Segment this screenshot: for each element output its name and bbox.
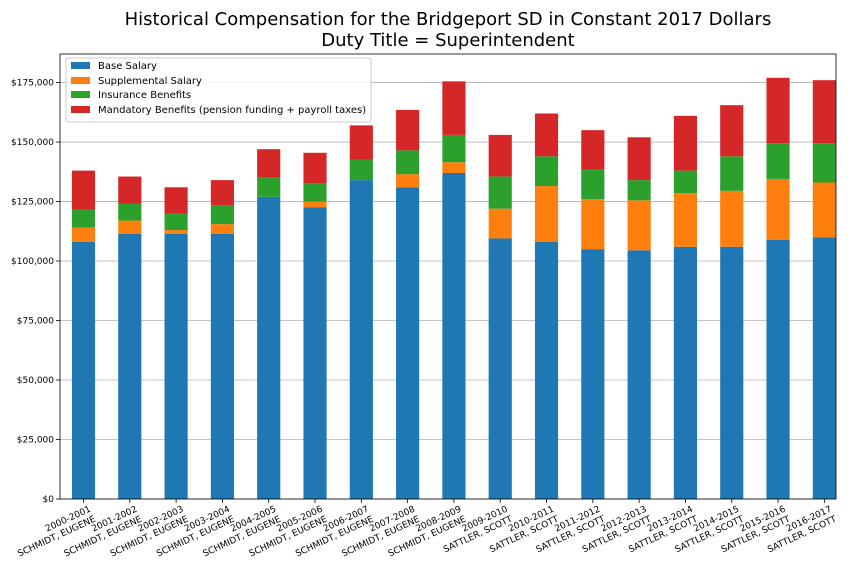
- bar-insurance-benefits: [766, 143, 790, 179]
- bar-mandatory-benefits: [812, 80, 836, 144]
- x-tick-label-text: 2000-2001SCHMIDT, EUGENE: [12, 505, 98, 560]
- bar-base-salary: [303, 207, 327, 499]
- plot-frame: [59, 53, 837, 500]
- bar-insurance-benefits: [442, 134, 466, 163]
- bar-base-salary: [118, 233, 142, 499]
- bar-supplemental-salary: [673, 193, 698, 247]
- bar-insurance-benefits: [534, 156, 559, 187]
- bar-mandatory-benefits: [210, 180, 234, 206]
- bar-insurance-benefits: [303, 183, 327, 202]
- bar-insurance-benefits: [673, 170, 698, 194]
- bar-supplemental-salary: [164, 230, 188, 234]
- bar-supplemental-salary: [118, 220, 142, 234]
- bar-supplemental-salary: [488, 208, 512, 239]
- bar-supplemental-salary: [210, 224, 234, 234]
- legend-label-supplemental-salary: Supplemental Salary: [98, 76, 202, 87]
- bar-mandatory-benefits: [534, 113, 559, 157]
- chart-title: Historical Compensation for the Bridgepo…: [125, 9, 772, 30]
- legend-swatch-supplemental-salary: [71, 77, 90, 84]
- y-tick-label: $50,000: [17, 376, 54, 386]
- chart-subtitle: Duty Title = Superintendent: [321, 30, 574, 51]
- bar-mandatory-benefits: [303, 152, 327, 184]
- x-axis: 2000-2001SCHMIDT, EUGENE2001-2002SCHMIDT…: [12, 499, 839, 560]
- bar-insurance-benefits: [581, 169, 605, 200]
- bar-base-salary: [210, 233, 234, 499]
- bar-insurance-benefits: [71, 209, 96, 228]
- bar-mandatory-benefits: [766, 77, 790, 144]
- bar-insurance-benefits: [210, 205, 234, 225]
- y-axis: $0 $25,000 $50,000 $75,000 $100,000 $125,000 $…: [11, 79, 60, 505]
- bar-mandatory-benefits: [118, 176, 142, 204]
- bar-mandatory-benefits: [349, 125, 373, 160]
- legend-label-base-salary: Base Salary: [98, 61, 157, 72]
- y-tick-label: $100,000: [11, 257, 54, 267]
- bar-insurance-benefits: [396, 150, 420, 175]
- bar-supplemental-salary: [720, 190, 744, 247]
- y-tick-label: $25,000: [17, 436, 54, 446]
- bar-supplemental-salary: [766, 178, 790, 240]
- bar-mandatory-benefits: [71, 170, 96, 210]
- bar-base-salary: [257, 196, 281, 499]
- bar-supplemental-salary: [303, 201, 327, 208]
- bar-insurance-benefits: [720, 156, 744, 191]
- y-tick-label: $175,000: [11, 79, 54, 89]
- bars: [71, 77, 836, 500]
- bar-supplemental-salary: [442, 162, 466, 173]
- bar-mandatory-benefits: [396, 109, 420, 151]
- bar-insurance-benefits: [164, 213, 188, 231]
- bar-base-salary: [396, 187, 420, 500]
- bar-mandatory-benefits: [673, 115, 698, 171]
- bar-mandatory-benefits: [627, 137, 651, 181]
- bar-base-salary: [349, 180, 373, 500]
- bar-base-salary: [766, 239, 790, 499]
- bar-base-salary: [812, 237, 836, 499]
- bar-mandatory-benefits: [442, 81, 466, 135]
- y-tick-label: $125,000: [11, 198, 54, 208]
- bar-base-salary: [71, 241, 96, 499]
- bar-base-salary: [673, 246, 698, 499]
- bar-supplemental-salary: [627, 200, 651, 251]
- y-tick-label: $75,000: [17, 317, 54, 327]
- y-tick-label: $0: [43, 495, 55, 505]
- bar-base-salary: [581, 249, 605, 499]
- legend: Base Salary Supplemental Salary Insuranc…: [65, 57, 372, 123]
- bar-supplemental-salary: [581, 199, 605, 250]
- bar-supplemental-salary: [71, 227, 96, 242]
- bar-base-salary: [534, 241, 559, 499]
- legend-label-insurance-benefits: Insurance Benefits: [98, 90, 191, 101]
- legend-swatch-base-salary: [71, 62, 90, 69]
- bar-insurance-benefits: [627, 180, 651, 201]
- bar-supplemental-salary: [534, 186, 559, 242]
- bar-mandatory-benefits: [720, 105, 744, 157]
- x-tick-label: 2000-2001SCHMIDT, EUGENE: [12, 505, 98, 560]
- bar-base-salary: [720, 246, 744, 499]
- bar-base-salary: [442, 172, 466, 500]
- bar-supplemental-salary: [396, 174, 420, 188]
- legend-swatch-insurance-benefits: [71, 91, 90, 98]
- bar-insurance-benefits: [118, 203, 142, 221]
- legend-swatch-mandatory-benefits: [71, 106, 90, 113]
- legend-box: [65, 57, 372, 123]
- bar-supplemental-salary: [812, 182, 836, 238]
- bar-mandatory-benefits: [581, 130, 605, 170]
- bar-mandatory-benefits: [164, 187, 188, 214]
- bar-insurance-benefits: [812, 143, 836, 183]
- bar-insurance-benefits: [349, 159, 373, 181]
- bar-insurance-benefits: [488, 176, 512, 209]
- bar-base-salary: [488, 238, 512, 499]
- bar-mandatory-benefits: [257, 149, 281, 178]
- y-tick-label: $150,000: [11, 138, 54, 148]
- legend-label-mandatory-benefits: Mandatory Benefits (pension funding + pa…: [98, 105, 366, 116]
- bar-base-salary: [627, 250, 651, 499]
- bar-insurance-benefits: [257, 177, 281, 197]
- bar-mandatory-benefits: [488, 134, 512, 177]
- bar-base-salary: [164, 233, 188, 499]
